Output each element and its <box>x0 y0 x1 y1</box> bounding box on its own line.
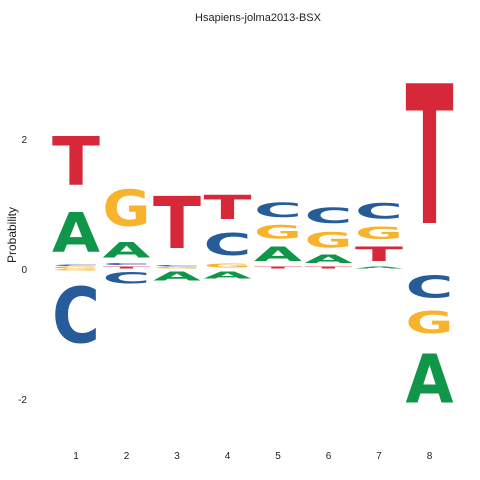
logo-letter-G: G <box>103 180 151 238</box>
logo-letter-C: C <box>103 269 151 287</box>
svg-text:C: C <box>103 269 151 287</box>
x-tick-label: 5 <box>275 451 281 462</box>
svg-text:G: G <box>103 180 151 238</box>
y-axis-label: Probability <box>5 207 19 263</box>
svg-text:G: G <box>254 222 302 243</box>
x-tick-label: 7 <box>376 451 382 462</box>
svg-text:G: G <box>52 266 100 269</box>
svg-text:A: A <box>153 269 202 283</box>
y-axis-ticks: -2 0 2 <box>18 135 27 406</box>
logo-letter-C: C <box>52 271 100 360</box>
svg-text:C: C <box>204 228 252 263</box>
logo-letter-C: C <box>355 199 403 223</box>
y-tick-label: 0 <box>21 265 27 276</box>
svg-text:G: G <box>305 228 353 252</box>
logo-letter-T: T <box>406 46 454 269</box>
svg-text:T: T <box>406 46 454 269</box>
logo-letter-A: A <box>406 341 454 419</box>
y-tick-label: 2 <box>21 135 27 146</box>
logo-letter-A: A <box>204 269 253 280</box>
logo-letter-G: G <box>153 267 201 269</box>
svg-text:G: G <box>52 269 100 271</box>
svg-text:A: A <box>305 253 354 266</box>
logo-letter-G: G <box>52 269 100 271</box>
logo-letter-G: G <box>406 305 454 340</box>
svg-text:T: T <box>254 266 302 269</box>
svg-text:G: G <box>406 305 454 340</box>
svg-text:A: A <box>406 341 454 419</box>
logo-letter-C: C <box>406 270 454 305</box>
svg-text:A: A <box>204 269 253 280</box>
svg-text:C: C <box>153 265 201 267</box>
svg-text:G: G <box>153 267 201 269</box>
logo-letter-G: G <box>305 228 353 252</box>
x-tick-label: 1 <box>73 451 79 462</box>
svg-text:A: A <box>52 201 100 264</box>
svg-text:A: A <box>254 243 303 266</box>
logo-letter-T: T <box>153 182 201 265</box>
logo-letter-T: T <box>355 243 403 266</box>
svg-text:A: A <box>103 238 151 263</box>
svg-text:C: C <box>103 263 151 266</box>
logo-letter-A: A <box>153 269 202 283</box>
x-tick-label: 4 <box>225 451 231 462</box>
svg-text:C: C <box>254 199 302 222</box>
x-tick-label: 6 <box>326 451 332 462</box>
logo-letter-A: A <box>103 238 151 263</box>
logo-letter-G: G <box>204 262 252 269</box>
svg-text:C: C <box>406 270 454 305</box>
y-tick-label: -2 <box>18 395 27 406</box>
logo-letter-T: T <box>204 188 253 227</box>
logo-letter-C: C <box>153 265 201 267</box>
logo-letter-C: C <box>204 228 252 263</box>
logo-letter-C: C <box>305 204 353 228</box>
svg-text:T: T <box>153 182 201 265</box>
logo-letter-T: T <box>52 123 100 201</box>
logo-letter-T: T <box>254 266 302 269</box>
chart-title: Hsapiens-jolma2013-BSX <box>195 12 322 24</box>
svg-text:T: T <box>305 266 353 269</box>
logo-letter-A: A <box>52 201 100 264</box>
logo-letter-C: C <box>52 264 100 266</box>
logo-letter-C: C <box>103 263 151 266</box>
x-tick-label: 8 <box>427 451 433 462</box>
svg-text:C: C <box>305 204 353 228</box>
svg-text:C: C <box>52 264 100 266</box>
logo-letter-A: A <box>305 253 354 266</box>
logo-letter-T: T <box>103 266 151 269</box>
x-axis-ticks: 1 2 3 4 5 6 7 8 <box>73 451 433 462</box>
svg-text:G: G <box>355 224 403 243</box>
logo-letter-G: G <box>355 224 403 243</box>
logo-letter-C: C <box>254 199 302 222</box>
svg-text:T: T <box>52 123 100 201</box>
svg-text:T: T <box>103 266 151 269</box>
logo-letter-T: T <box>305 266 353 269</box>
svg-text:T: T <box>204 188 253 227</box>
svg-text:C: C <box>355 199 403 223</box>
svg-text:T: T <box>355 243 403 266</box>
svg-text:C: C <box>52 271 100 360</box>
x-tick-label: 3 <box>174 451 180 462</box>
x-tick-label: 2 <box>124 451 130 462</box>
logo-letter-A: A <box>254 243 303 266</box>
logo-letter-G: G <box>254 222 302 243</box>
svg-text:A: A <box>355 266 403 269</box>
svg-text:G: G <box>204 262 252 269</box>
logo-letter-A: A <box>355 266 403 269</box>
logo-letter-G: G <box>52 266 100 269</box>
